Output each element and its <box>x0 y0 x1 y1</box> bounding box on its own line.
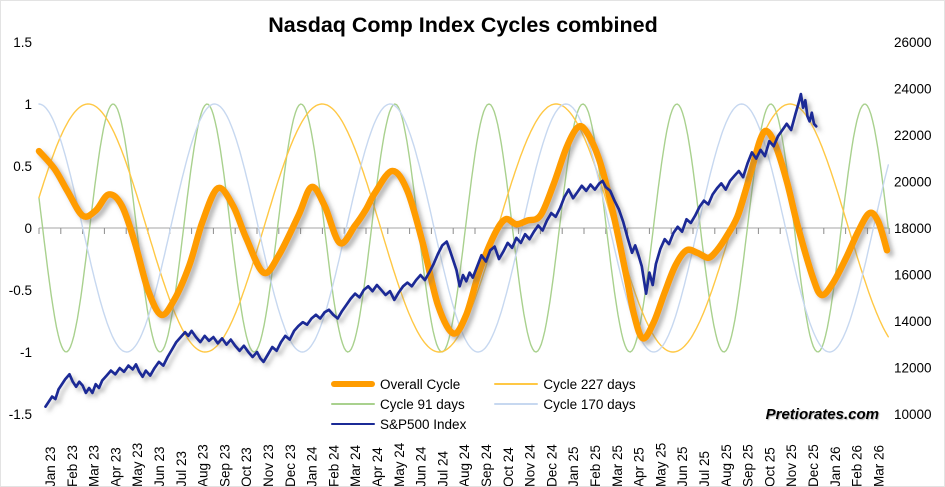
legend-swatch <box>331 381 375 387</box>
legend-item-overall-cycle: Overall Cycle <box>331 374 466 394</box>
legend-item-s-p500-index: S&P500 Index <box>331 414 466 434</box>
legend-label: Cycle 91 days <box>380 396 465 412</box>
legend-swatch <box>331 422 375 426</box>
legend: Overall Cycle Cycle 91 days S&P500 Index Cy… <box>331 374 636 434</box>
x-axis-label: Oct 23 <box>239 447 254 487</box>
x-axis-label: May 24 <box>392 442 407 487</box>
x-axis-label: Feb 26 <box>850 445 865 487</box>
legend-label: S&P500 Index <box>380 416 467 432</box>
left-axis-label: -1.5 <box>9 407 32 422</box>
x-axis-label: Nov 24 <box>523 444 538 487</box>
x-axis-label: Aug 24 <box>457 444 472 487</box>
legend-swatch <box>494 403 539 405</box>
x-axis-label: Jul 23 <box>174 451 189 487</box>
left-axis-label: 1.5 <box>13 35 32 50</box>
x-axis-label: Mar 26 <box>871 445 886 487</box>
right-axis-label: 18000 <box>894 221 932 236</box>
x-axis-label: Jun 24 <box>414 446 429 487</box>
x-axis-label: Sep 23 <box>217 444 232 487</box>
x-axis-label: Dec 25 <box>806 444 821 487</box>
x-axis-label: Jan 25 <box>566 446 581 487</box>
legend-label: Cycle 227 days <box>543 376 636 392</box>
right-axis-label: 22000 <box>894 128 932 143</box>
x-axis-label: Oct 24 <box>501 447 516 487</box>
x-axis-label: May 25 <box>653 443 668 487</box>
right-axis-label: 12000 <box>894 361 932 376</box>
legend-item-cycle-170-days: Cycle 170 days <box>494 394 636 414</box>
x-axis-label: Jan 26 <box>828 446 843 487</box>
x-axis-label: Mar 23 <box>87 445 102 487</box>
x-axis-label: Dec 24 <box>544 444 559 487</box>
left-axis-label: 1 <box>24 97 32 112</box>
x-axis-label: Mar 24 <box>348 444 363 487</box>
x-axis-label: Mar 25 <box>610 445 625 487</box>
left-axis-label: -1 <box>20 345 32 360</box>
x-axis-label: Nov 25 <box>784 444 799 487</box>
right-axis-label: 16000 <box>894 268 932 283</box>
left-axis-label: 0.5 <box>13 159 32 174</box>
x-axis-label: Jun 23 <box>152 446 167 487</box>
series-cycle-170-days <box>38 103 889 353</box>
x-axis-label: Jul 25 <box>697 451 712 487</box>
right-axis-label: 26000 <box>894 35 932 50</box>
x-axis-label: Feb 23 <box>65 445 80 487</box>
series-cycle-91-days <box>38 103 889 353</box>
x-axis-label: Sep 25 <box>741 444 756 487</box>
x-axis-label: Oct 25 <box>762 447 777 487</box>
left-axis-label: 0 <box>24 221 32 236</box>
x-axis-label: Feb 24 <box>326 444 341 487</box>
x-axis-label: Nov 23 <box>261 444 276 487</box>
x-axis-label: Dec 23 <box>283 444 298 487</box>
right-axis-label: 14000 <box>894 314 932 329</box>
legend-label: Cycle 170 days <box>543 396 636 412</box>
x-axis-label: Apr 24 <box>370 447 385 487</box>
x-axis-label: Aug 23 <box>196 444 211 487</box>
chart-title: Nasdaq Comp Index Cycles combined <box>268 13 658 37</box>
right-axis-label: 24000 <box>894 81 932 96</box>
right-axis-label: 20000 <box>894 174 932 189</box>
right-axis-label: 10000 <box>894 407 932 422</box>
x-axis-label: May 23 <box>130 443 145 487</box>
legend-label: Overall Cycle <box>380 376 461 392</box>
legend-swatch <box>494 383 539 385</box>
series-s-p500-index <box>44 92 818 408</box>
watermark: Pretiorates.com <box>766 406 879 423</box>
x-axis-label: Feb 25 <box>588 445 603 487</box>
legend-swatch <box>331 403 375 405</box>
x-axis-label: Apr 25 <box>632 447 647 487</box>
x-axis-label: Apr 23 <box>108 447 123 487</box>
legend-item-cycle-227-days: Cycle 227 days <box>494 374 636 394</box>
x-axis-label: Jan 23 <box>43 446 58 487</box>
left-axis-label: -0.5 <box>9 283 32 298</box>
legend-item-cycle-91-days: Cycle 91 days <box>331 394 466 414</box>
x-axis-label: Aug 25 <box>719 444 734 487</box>
x-axis-label: Jan 24 <box>305 446 320 487</box>
series-overall-cycle <box>35 122 891 342</box>
x-axis-label: Jul 24 <box>435 450 450 487</box>
x-axis-label: Jun 25 <box>675 446 690 487</box>
x-axis-label: Sep 24 <box>479 444 494 487</box>
